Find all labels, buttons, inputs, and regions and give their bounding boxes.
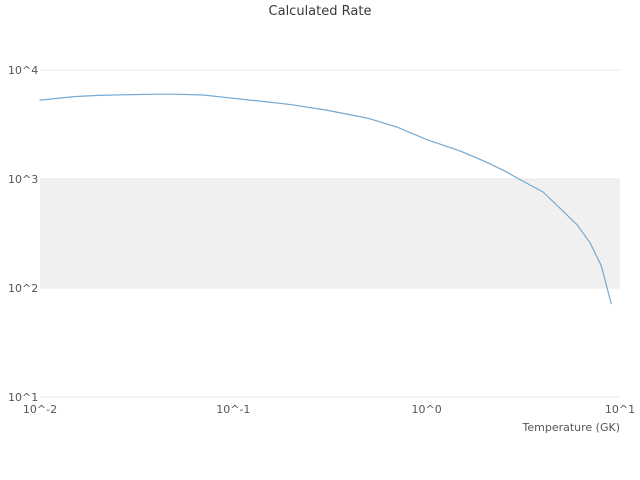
- shaded-band: [40, 179, 620, 288]
- x-tick-label: 10^1: [605, 403, 635, 416]
- y-tick-label: 10^4: [8, 64, 38, 77]
- chart-title: Calculated Rate: [268, 4, 372, 19]
- y-tick-label: 10^2: [8, 282, 38, 295]
- y-tick-label: 10^1: [8, 391, 38, 404]
- x-tick-label: 10^-2: [23, 403, 57, 416]
- y-tick-label: 10^3: [8, 173, 38, 186]
- rate-line: [39, 93, 612, 305]
- x-tick-label: 10^0: [412, 403, 442, 416]
- x-tick-label: 10^-1: [216, 403, 250, 416]
- x-axis-label: Temperature (GK): [522, 421, 621, 434]
